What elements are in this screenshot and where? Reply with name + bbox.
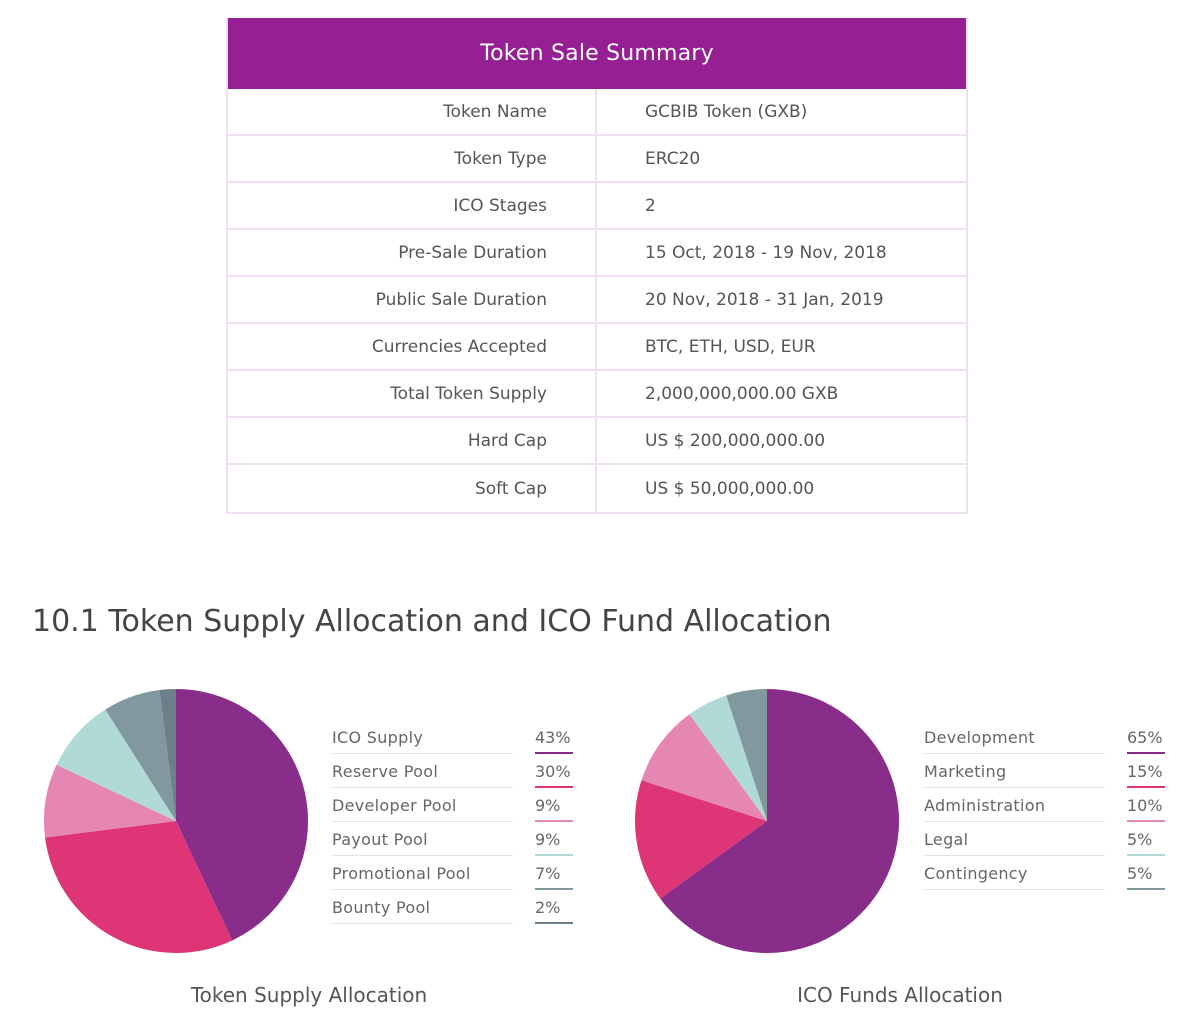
legend-row: Bounty Pool 2%	[332, 892, 573, 924]
token-sale-summary-table: Token Sale Summary Token Name GCBIB Token…	[226, 18, 968, 514]
legend-row: Reserve Pool 30%	[332, 756, 573, 788]
pie-slice-developer-pool	[43, 764, 177, 838]
legend-row: Promotional Pool 7%	[332, 858, 573, 890]
legend-percent: 9%	[535, 790, 573, 822]
legend-row: Payout Pool 9%	[332, 824, 573, 856]
summary-key: Currencies Accepted	[228, 324, 597, 369]
pie-slice-administration	[641, 714, 767, 821]
pie-slice-development	[660, 689, 899, 953]
summary-value: ERC20	[645, 148, 701, 169]
pie-slice-marketing	[634, 780, 767, 899]
pie-slice-reserve-pool	[45, 821, 233, 954]
summary-key: Token Name	[228, 89, 597, 134]
legend-label: Marketing	[924, 756, 1105, 788]
legend-percent: 5%	[1127, 824, 1165, 856]
summary-value: US $ 200,000,000.00	[645, 430, 826, 451]
legend-percent: 7%	[535, 858, 573, 890]
legend-percent: 10%	[1127, 790, 1165, 822]
summary-row: Token Type ERC20	[228, 136, 966, 183]
ico-funds-pie	[634, 689, 899, 953]
legend-row: Developer Pool 9%	[332, 790, 573, 822]
summary-value: 15 Oct, 2018 - 19 Nov, 2018	[645, 242, 887, 263]
summary-key: Public Sale Duration	[228, 277, 597, 322]
legend-row: ICO Supply 43%	[332, 722, 573, 754]
pie-slice-bounty-pool	[159, 689, 176, 821]
summary-row: Soft Cap US $ 50,000,000.00	[228, 465, 966, 512]
summary-value: 2,000,000,000.00 GXB	[645, 383, 839, 404]
legend-percent: 43%	[535, 722, 573, 754]
summary-key: Soft Cap	[228, 465, 597, 512]
pie-slice-promotional-pool	[105, 690, 176, 821]
summary-key: Hard Cap	[228, 418, 597, 463]
token-supply-pie	[43, 689, 309, 954]
token-supply-caption: Token Supply Allocation	[190, 983, 428, 1007]
summary-row: Pre-Sale Duration 15 Oct, 2018 - 19 Nov, …	[228, 230, 966, 277]
summary-key: Token Type	[228, 136, 597, 181]
pie-slice-legal	[689, 695, 767, 821]
legend-label: Development	[924, 722, 1105, 754]
summary-row: Public Sale Duration 20 Nov, 2018 - 31 Ja…	[228, 277, 966, 324]
ico-funds-legend: Development 65% Marketing 15% Administration…	[924, 722, 1165, 892]
legend-row: Marketing 15%	[924, 756, 1165, 788]
legend-percent: 5%	[1127, 858, 1165, 890]
token-supply-legend: ICO Supply 43% Reserve Pool 30% Developer Po…	[332, 722, 573, 926]
summary-value: GCBIB Token (GXB)	[645, 101, 808, 122]
summary-value: US $ 50,000,000.00	[645, 478, 815, 499]
summary-row: Token Name GCBIB Token (GXB)	[228, 89, 966, 136]
legend-label: Administration	[924, 790, 1105, 822]
legend-row: Legal 5%	[924, 824, 1165, 856]
legend-label: Bounty Pool	[332, 892, 513, 924]
summary-row: Hard Cap US $ 200,000,000.00	[228, 418, 966, 465]
legend-label: Promotional Pool	[332, 858, 513, 890]
summary-key: Pre-Sale Duration	[228, 230, 597, 275]
summary-value: BTC, ETH, USD, EUR	[645, 336, 816, 357]
legend-row: Development 65%	[924, 722, 1165, 754]
summary-row: Currencies Accepted BTC, ETH, USD, EUR	[228, 324, 966, 371]
summary-value: 2	[645, 195, 656, 216]
legend-row: Administration 10%	[924, 790, 1165, 822]
summary-key: Total Token Supply	[228, 371, 597, 416]
legend-percent: 30%	[535, 756, 573, 788]
pie-slice-ico-supply	[176, 689, 309, 941]
section-title: 10.1 Token Supply Allocation and ICO Fun…	[32, 604, 832, 639]
legend-percent: 2%	[535, 892, 573, 924]
legend-label: ICO Supply	[332, 722, 513, 754]
legend-label: Payout Pool	[332, 824, 513, 856]
legend-row: Contingency 5%	[924, 858, 1165, 890]
summary-title: Token Sale Summary	[228, 18, 966, 89]
legend-percent: 9%	[535, 824, 573, 856]
legend-label: Developer Pool	[332, 790, 513, 822]
pie-slice-contingency	[726, 689, 767, 821]
ico-funds-caption: ICO Funds Allocation	[797, 983, 1003, 1007]
legend-label: Contingency	[924, 858, 1105, 890]
legend-label: Reserve Pool	[332, 756, 513, 788]
summary-row: Total Token Supply 2,000,000,000.00 GXB	[228, 371, 966, 418]
summary-row: ICO Stages 2	[228, 183, 966, 230]
summary-rows: Token Name GCBIB Token (GXB) Token Type ERC…	[228, 89, 966, 512]
legend-percent: 65%	[1127, 722, 1165, 754]
summary-key: ICO Stages	[228, 183, 597, 228]
summary-value: 20 Nov, 2018 - 31 Jan, 2019	[645, 289, 884, 310]
legend-percent: 15%	[1127, 756, 1165, 788]
pie-slice-payout-pool	[56, 709, 176, 821]
legend-label: Legal	[924, 824, 1105, 856]
